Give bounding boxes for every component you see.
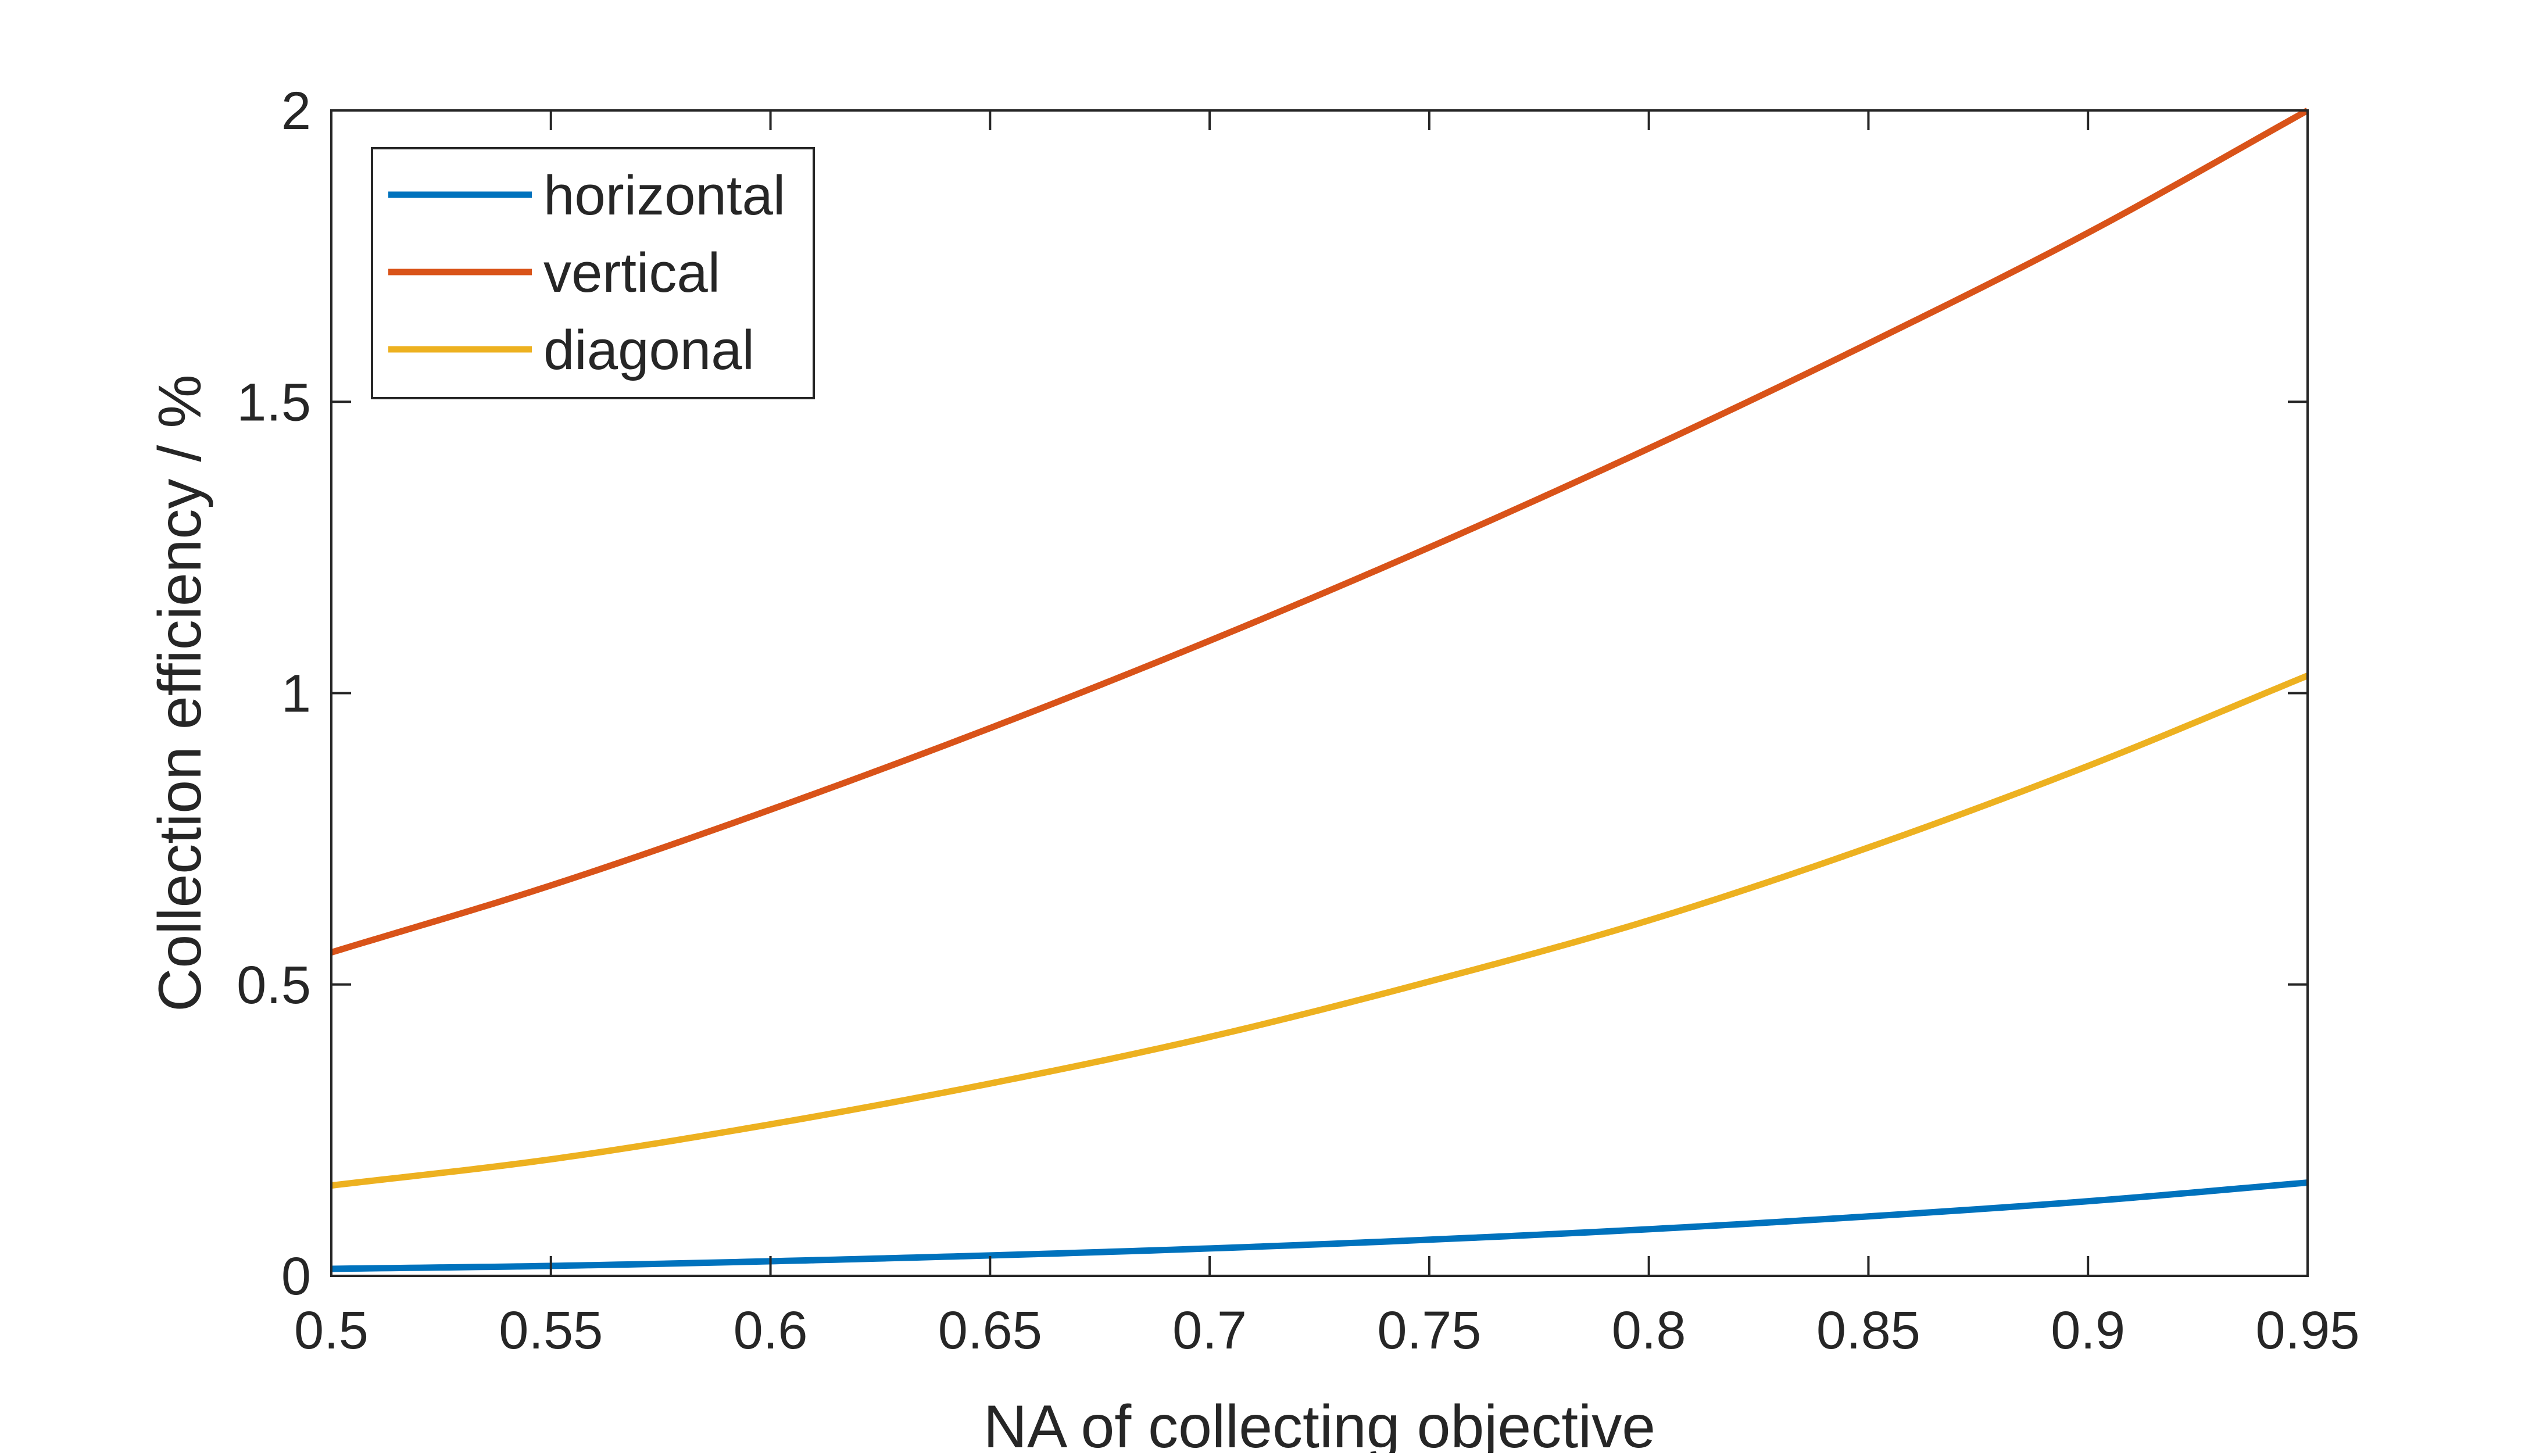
x-tick-label: 0.65 xyxy=(938,1301,1042,1360)
x-tick-label: 0.8 xyxy=(1612,1301,1686,1360)
y-axis-label: Collection efficiency / % xyxy=(146,374,214,1011)
x-tick-label: 0.5 xyxy=(294,1301,369,1360)
y-tick-label: 0 xyxy=(281,1247,311,1306)
legend: horizontal vertical diagonal xyxy=(371,147,815,399)
x-tick-label: 0.6 xyxy=(734,1301,808,1360)
x-tick-label: 0.55 xyxy=(499,1301,603,1360)
x-tick-label: 0.7 xyxy=(1172,1301,1247,1360)
axes-layer: 0.5 0.55 0.6 0.65 0.7 0.75 0.8 0.85 0.9 0.9500.51… xyxy=(146,81,2360,1456)
x-tick-label: 0.85 xyxy=(1816,1301,1920,1360)
legend-label-diagonal: diagonal xyxy=(543,319,754,381)
y-tick-label: 0.5 xyxy=(237,956,311,1015)
x-tick-label: 0.75 xyxy=(1377,1301,1481,1360)
x-tick-label: 0.9 xyxy=(2051,1301,2125,1360)
series-layer xyxy=(330,108,2309,1272)
legend-label-vertical: vertical xyxy=(543,242,720,304)
series-line-vertical xyxy=(330,108,2309,956)
y-tick-label: 2 xyxy=(281,81,311,141)
series-line-diagonal xyxy=(331,672,2309,1189)
x-axis-label: NA of collecting objective xyxy=(983,1393,1655,1453)
y-tick-label: 1.5 xyxy=(237,373,311,432)
legend-label-horizontal: horizontal xyxy=(543,164,785,227)
y-tick-label: 1 xyxy=(281,664,311,724)
series-line-horizontal xyxy=(331,1179,2308,1272)
x-tick-label: 0.95 xyxy=(2255,1301,2359,1360)
